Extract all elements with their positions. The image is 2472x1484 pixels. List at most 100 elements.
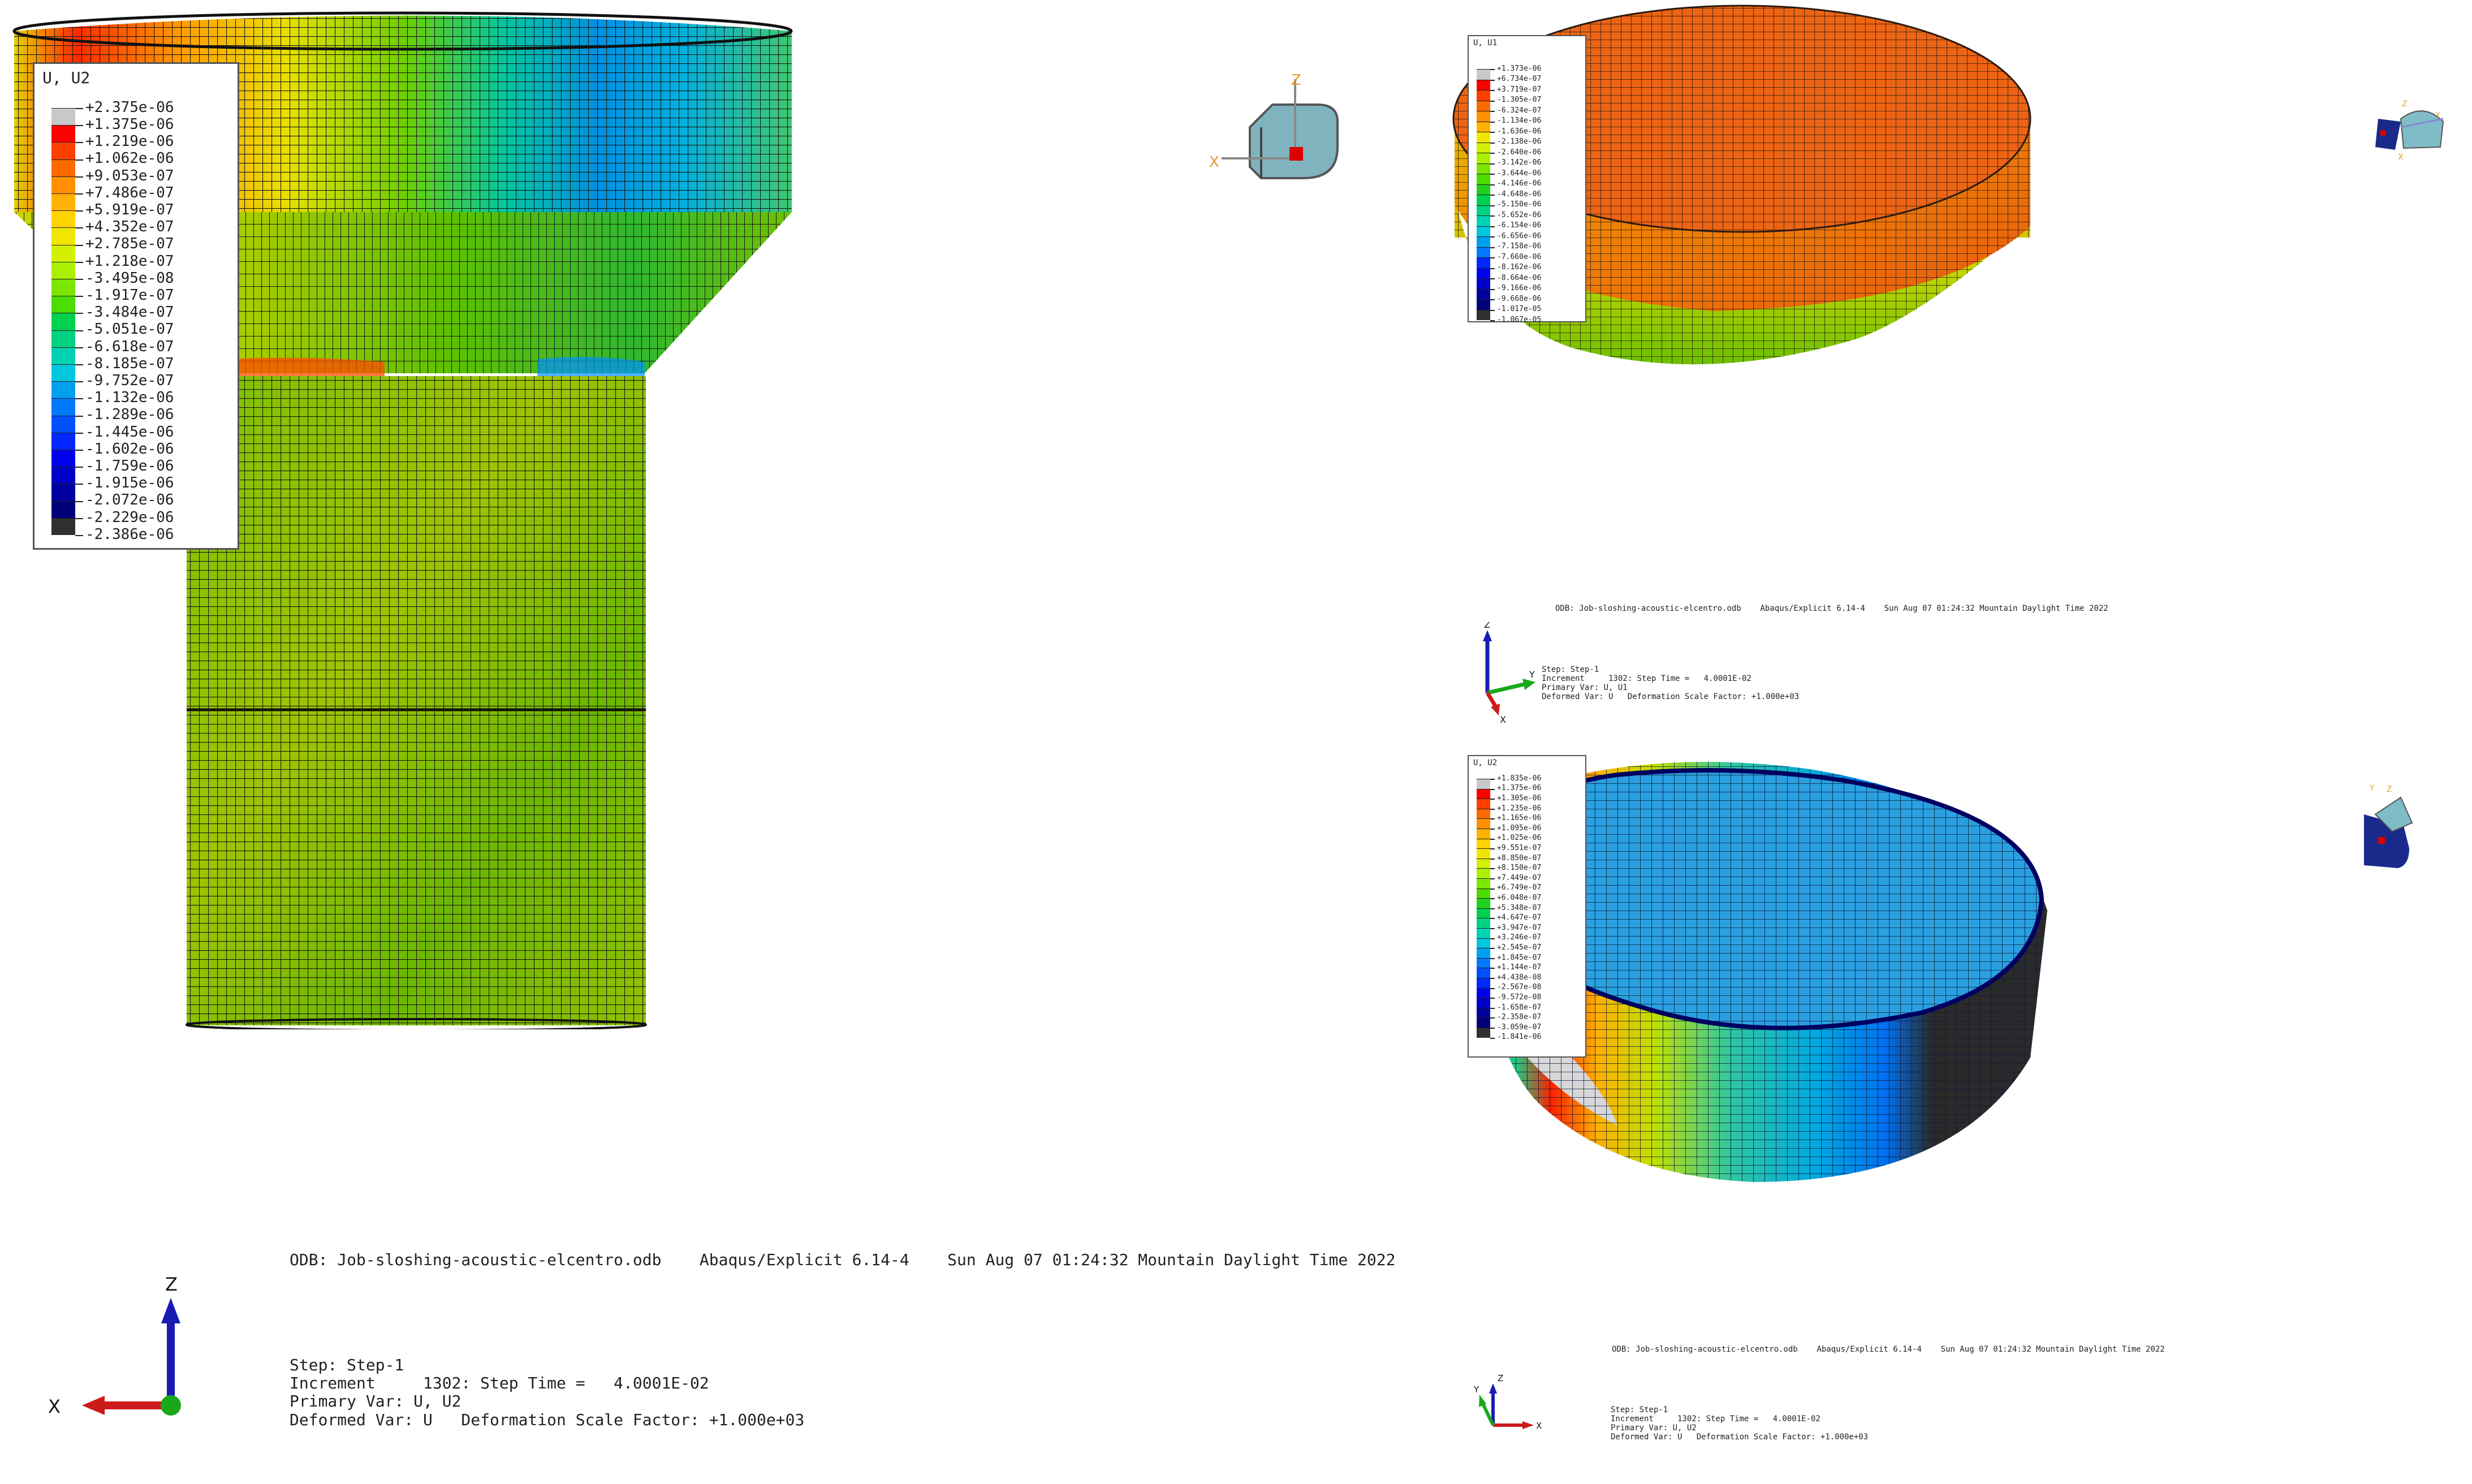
legend-color-band bbox=[51, 517, 75, 535]
legend-color-band bbox=[51, 484, 75, 501]
legend-color-band bbox=[51, 313, 75, 330]
legend-color-band bbox=[1477, 236, 1490, 247]
legend-color-band bbox=[1477, 184, 1490, 195]
legend-value: -6.618e-07 bbox=[85, 338, 174, 355]
legend-color-band bbox=[1477, 808, 1490, 819]
legend-tick bbox=[75, 193, 83, 195]
legend-value: -1.132e-06 bbox=[85, 389, 174, 407]
legend-color-band bbox=[51, 296, 75, 313]
view-cube[interactable]: Z X bbox=[1205, 68, 1340, 204]
primary-var-line: Primary Var: U, U2 bbox=[1611, 1423, 1697, 1433]
step-line: Step: Step-1 bbox=[1611, 1405, 1668, 1414]
legend-tick bbox=[75, 501, 83, 502]
legend-color-band bbox=[51, 330, 75, 347]
legend-value: -1.445e-06 bbox=[85, 423, 174, 441]
legend-tick bbox=[1490, 121, 1495, 123]
legend-tick bbox=[1490, 1007, 1495, 1009]
legend-value: -7.158e-06 bbox=[1497, 242, 1542, 251]
legend-tick bbox=[75, 347, 83, 348]
view-cube-x-label: X bbox=[2398, 153, 2404, 162]
legend-value: +3.246e-07 bbox=[1497, 933, 1542, 942]
legend-value: -5.051e-07 bbox=[85, 321, 174, 338]
legend-color-band bbox=[51, 467, 75, 484]
legend-value: -5.652e-06 bbox=[1497, 210, 1542, 219]
legend-value: -2.567e-08 bbox=[1497, 983, 1542, 992]
legend-color-band bbox=[1477, 998, 1490, 1008]
legend-tick bbox=[1490, 1037, 1495, 1039]
legend-color-band bbox=[1477, 918, 1490, 928]
legend-value: +4.438e-08 bbox=[1497, 973, 1542, 982]
legend-value: -1.915e-06 bbox=[85, 474, 174, 492]
legend-tick bbox=[75, 467, 83, 468]
legend-value: +2.785e-07 bbox=[85, 235, 174, 253]
legend-value: +4.352e-07 bbox=[85, 218, 174, 236]
legend-value: +6.749e-07 bbox=[1497, 883, 1542, 892]
legend-value: -1.602e-06 bbox=[85, 440, 174, 458]
legend-tick bbox=[1490, 908, 1495, 909]
legend-value: +6.048e-07 bbox=[1497, 894, 1542, 903]
legend-color-band bbox=[51, 210, 75, 228]
legend-tick bbox=[1490, 69, 1495, 70]
legend-value: +7.486e-07 bbox=[85, 184, 174, 201]
legend-tick bbox=[75, 517, 83, 519]
legend-tick bbox=[75, 176, 83, 178]
contour-legend-u1: U, U1 +1.373e-06 +6.734e-07 +3.719e-07 -1.3… bbox=[1468, 35, 1586, 323]
view-cube[interactable]: Z Y bbox=[2347, 780, 2432, 871]
triad-x-label: X bbox=[1536, 1421, 1542, 1431]
view-cube[interactable]: Z Y X bbox=[2333, 96, 2446, 175]
legend-tick bbox=[1490, 888, 1495, 890]
legend-color-band bbox=[1477, 111, 1490, 122]
legend-title: U, U1 bbox=[1473, 38, 1498, 48]
tank-model-u1 bbox=[1452, 5, 2031, 365]
legend-tick bbox=[75, 125, 83, 127]
legend-color-band bbox=[1477, 818, 1490, 829]
legend-value: +2.375e-06 bbox=[85, 98, 174, 116]
legend-color-band bbox=[1477, 299, 1490, 310]
legend-tick bbox=[1490, 79, 1495, 81]
step-info: Step: Step-1 Increment 1302: Step Time =… bbox=[290, 1356, 804, 1429]
bottom-right-viewport[interactable]: U, U2 +1.835e-06 +1.375e-06 +1.305e-06 +1.2… bbox=[1448, 741, 2472, 1484]
legend-title: U, U2 bbox=[42, 68, 90, 87]
legend-tick bbox=[75, 227, 83, 229]
legend-color-band bbox=[51, 142, 75, 159]
legend-tick bbox=[75, 313, 83, 314]
legend-tick bbox=[75, 450, 83, 451]
increment-line: Increment 1302: Step Time = 4.0001E-02 bbox=[1542, 674, 1751, 684]
legend-value: -3.142e-06 bbox=[1497, 158, 1542, 167]
legend-value: -2.072e-06 bbox=[85, 491, 174, 509]
legend-value: -1.636e-06 bbox=[1497, 127, 1542, 136]
legend-tick bbox=[1490, 968, 1495, 969]
legend-tick bbox=[1490, 174, 1495, 175]
deformed-var-line: Deformed Var: U Deformation Scale Factor… bbox=[1611, 1433, 1869, 1442]
legend-value: -1.017e-05 bbox=[1497, 305, 1542, 314]
legend-tick bbox=[1490, 848, 1495, 850]
legend-value: +1.845e-07 bbox=[1497, 953, 1542, 962]
primary-var-line: Primary Var: U, U2 bbox=[290, 1392, 461, 1411]
increment-line: Increment 1302: Step Time = 4.0001E-02 bbox=[290, 1374, 709, 1393]
triad-z-label: Z bbox=[1498, 1373, 1503, 1383]
legend-color-band bbox=[51, 193, 75, 211]
legend-color-band bbox=[1477, 79, 1490, 90]
legend-tick bbox=[1490, 928, 1495, 929]
coordinate-triad: Z Y X bbox=[1483, 622, 1535, 724]
legend-color-band bbox=[1477, 838, 1490, 849]
view-cube-y-label: Y bbox=[2369, 784, 2375, 793]
legend-color-band bbox=[1477, 829, 1490, 839]
legend-tick bbox=[1490, 987, 1495, 989]
left-viewport[interactable]: U, U2 +2.375e-06 +1.375e-06 +1.219e-06 +1.0… bbox=[0, 0, 1448, 1484]
legend-tick bbox=[1490, 184, 1495, 186]
legend-color-band bbox=[51, 364, 75, 382]
legend-tick bbox=[1490, 205, 1495, 206]
legend-tick bbox=[1490, 957, 1495, 959]
legend-color-band bbox=[1477, 868, 1490, 878]
legend-value: +9.551e-07 bbox=[1497, 844, 1542, 853]
legend-color-band bbox=[1477, 898, 1490, 908]
legend-color-band bbox=[1477, 928, 1490, 938]
coordinate-triad: Z X Y bbox=[1473, 1373, 1542, 1431]
top-right-viewport[interactable]: U, U1 +1.373e-06 +6.734e-07 +3.719e-07 -1.3… bbox=[1448, 0, 2472, 735]
step-info: Step: Step-1 Increment 1302: Step Time =… bbox=[1542, 665, 1799, 701]
legend-color-band bbox=[51, 501, 75, 518]
legend-tick bbox=[1490, 998, 1495, 999]
legend-value: +5.919e-07 bbox=[85, 201, 174, 218]
legend-value: +1.375e-06 bbox=[1497, 784, 1542, 793]
